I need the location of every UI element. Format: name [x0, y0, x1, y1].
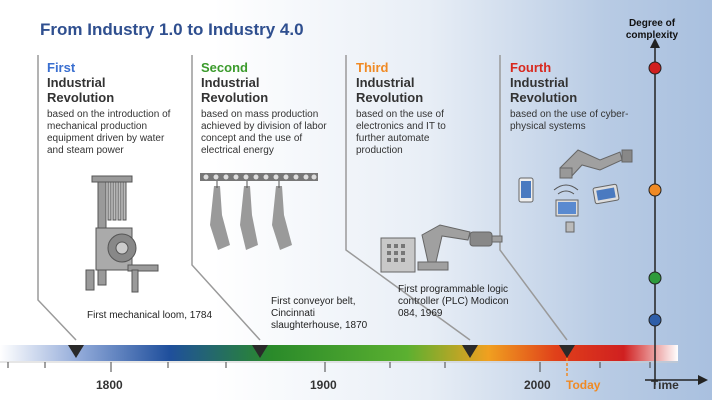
timeline-label-1900: 1900	[310, 378, 337, 392]
timeline-ticks	[7, 362, 651, 372]
divider-lines	[37, 55, 568, 341]
plc-robot-illustration	[380, 224, 503, 273]
complexity-axis-label: Degree of complexity	[625, 18, 679, 41]
revolution-third-description: based on the use of electronics and IT t…	[356, 109, 446, 156]
timeline-bar	[0, 345, 678, 361]
milestone-marker-conveyor	[252, 345, 268, 358]
complexity-dot-first	[648, 313, 662, 327]
mechanical-loom-illustration	[85, 175, 159, 293]
milestone-caption-conveyor: First conveyor belt, Cincinnati slaughte…	[271, 296, 368, 331]
revolution-third-heading: Industrial Revolution	[356, 75, 424, 105]
conveyor-illustration	[200, 173, 318, 250]
revolution-fourth: Fourth Industrial Revolution based on th…	[510, 60, 660, 133]
revolution-second-heading: Industrial Revolution	[201, 75, 269, 105]
revolution-first-heading: Industrial Revolution	[47, 75, 115, 105]
revolution-third-ordinal: Third	[356, 60, 389, 75]
timeline-label-2000: 2000	[524, 378, 551, 392]
revolution-first-ordinal: First	[47, 60, 76, 75]
milestone-marker-cps	[559, 345, 575, 358]
complexity-dots	[648, 61, 662, 327]
milestone-marker-plc	[462, 345, 478, 358]
revolution-fourth-description: based on the use of cyber-physical syste…	[510, 109, 629, 132]
revolution-fourth-heading: Industrial Revolution	[510, 75, 578, 105]
timeline-label-1800: 1800	[96, 378, 123, 392]
milestone-marker-loom	[68, 345, 84, 358]
page-title: From Industry 1.0 to Industry 4.0	[40, 20, 304, 39]
revolution-first-description: based on the introduction of mechanical …	[47, 109, 171, 156]
milestone-markers	[68, 345, 575, 358]
revolution-third: Third Industrial Revolution based on the…	[356, 60, 506, 157]
revolution-fourth-ordinal: Fourth	[510, 60, 552, 75]
cps-illustration	[518, 149, 633, 233]
milestone-caption-plc: First programmable logic controller (PLC…	[398, 284, 509, 319]
time-axis-label: Time	[651, 378, 679, 392]
revolution-second-description: based on mass production achieved by div…	[201, 109, 327, 156]
complexity-dot-second	[648, 271, 662, 285]
revolution-second: Second Industrial Revolution based on ma…	[201, 60, 351, 157]
revolution-first: First Industrial Revolution based on the…	[47, 60, 197, 157]
complexity-dot-fourth	[648, 61, 662, 75]
milestone-caption-loom: First mechanical loom, 1784	[87, 310, 213, 321]
timeline-label-today: Today	[566, 378, 601, 392]
revolution-second-ordinal: Second	[201, 60, 248, 75]
complexity-dot-third	[648, 183, 662, 197]
complexity-axis	[645, 38, 708, 385]
